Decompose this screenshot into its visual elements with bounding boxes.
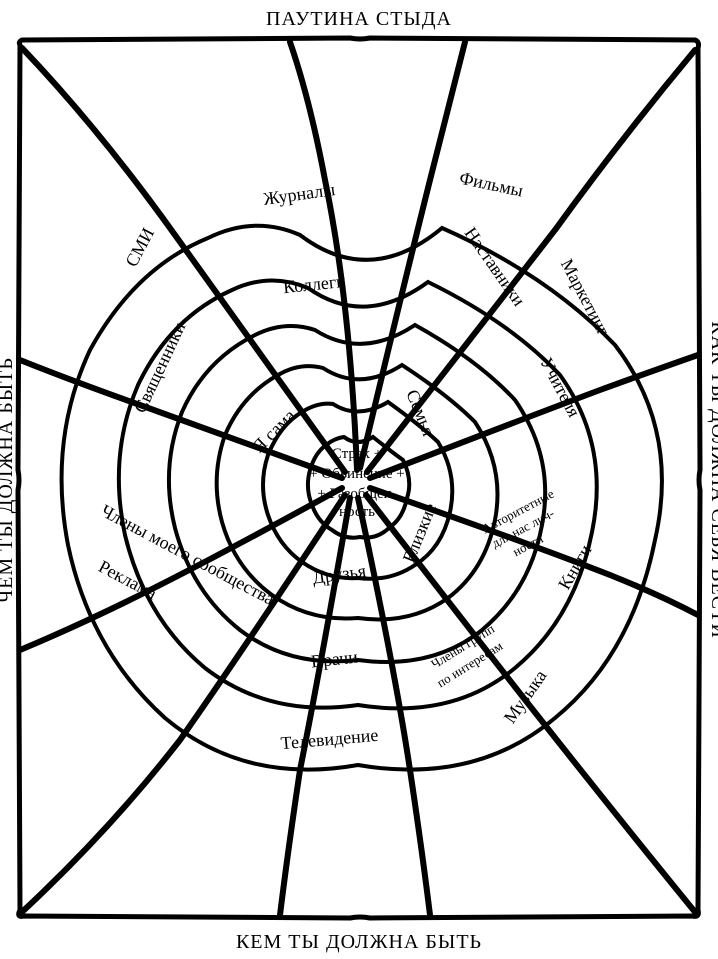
frame-title-top: ПАУТИНА СТЫДА	[266, 8, 452, 30]
label-smi: СМИ	[121, 224, 158, 270]
label-reklama: Реклама	[95, 556, 160, 603]
frame-title-right: КАК ТЫ ДОЛЖНА СЕБЯ ВЕСТИ	[707, 321, 718, 639]
label-zhurnaly: Журналы	[262, 179, 336, 209]
svg-text:ность: ность	[339, 504, 375, 520]
label-marketing: Маркетинг	[557, 255, 614, 338]
svg-text:Страх +: Страх +	[332, 446, 382, 462]
label-druzya: Друзья	[311, 560, 367, 587]
label-svyashchenniki: Священники	[130, 319, 190, 416]
label-semya: Семья	[402, 387, 439, 439]
spider-web-diagram: ПАУТИНА СТЫДА КЕМ ТЫ ДОЛЖНА БЫТЬ ЧЕМ ТЫ …	[0, 0, 718, 959]
label-televidenie: Телевидение	[280, 725, 379, 753]
diagram-container: ПАУТИНА СТЫДА КЕМ ТЫ ДОЛЖНА БЫТЬ ЧЕМ ТЫ …	[0, 0, 718, 959]
frame-title-left: ЧЕМ ТЫ ДОЛЖНА БЫТЬ	[0, 357, 17, 603]
label-vrachi: Врачи	[310, 647, 359, 672]
svg-text:+ Разобщен-: + Разобщен-	[317, 486, 396, 502]
center-text: Страх + + Обвинение + + Разобщен- ность	[309, 446, 404, 520]
label-filmy: Фильмы	[458, 168, 525, 201]
label-ya-sama: Я сама	[248, 405, 299, 456]
label-kollegi: Коллеги	[282, 271, 347, 297]
label-chleny-soobshchestva: Члены моего сообщества	[98, 500, 278, 608]
frame-title-bottom: КЕМ ТЫ ДОЛЖНА БЫТЬ	[236, 931, 482, 953]
svg-text:+ Обвинение +: + Обвинение +	[309, 466, 404, 482]
